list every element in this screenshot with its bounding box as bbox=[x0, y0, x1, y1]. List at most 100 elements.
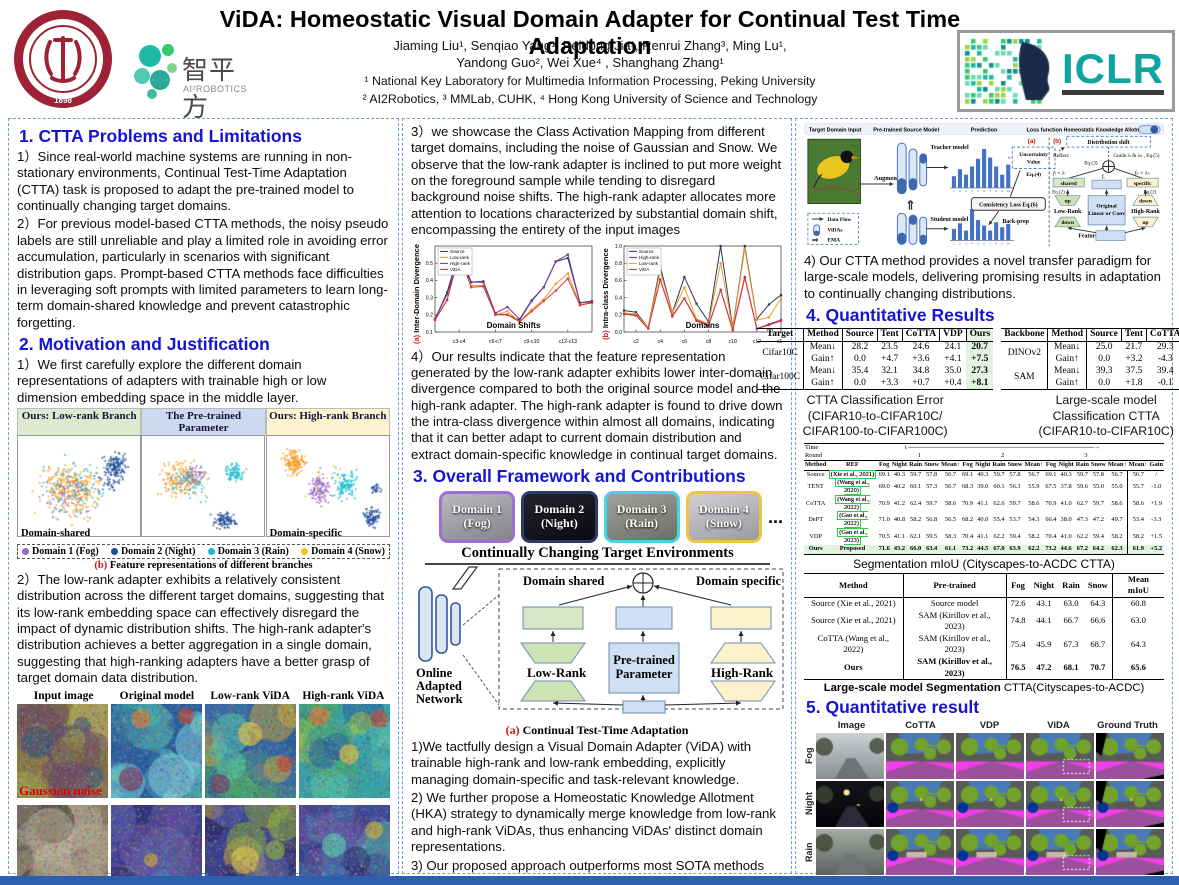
col-header: VDP bbox=[939, 328, 967, 342]
table2-caption-line: Large-scale model bbox=[1055, 393, 1157, 408]
seg-cell bbox=[956, 829, 1024, 876]
table2-caption-line: (CIFAR10-to-CIFAR10C) bbox=[1038, 424, 1174, 439]
col2-p4: 4）Our results indicate that the feature … bbox=[411, 348, 783, 462]
svg-text:Features: Features bbox=[1078, 234, 1100, 240]
legend-label: Domain 3 (Rain) bbox=[217, 546, 289, 558]
svg-text:Linear or Conv: Linear or Conv bbox=[1088, 211, 1125, 217]
seg-cell bbox=[956, 733, 1024, 780]
domain-boxes-row: Domain 1 (Fog) Domain 2 (Night) Domain 3 (Rai… bbox=[439, 491, 783, 544]
svg-text:down: down bbox=[1061, 220, 1074, 226]
ls-table-caption: Large-scale model Segmentation CTTA(City… bbox=[804, 682, 1164, 694]
col-header: Tent bbox=[1120, 328, 1147, 342]
scatter-panel-high: Domain-specific bbox=[265, 435, 390, 542]
value-cell: 0.0 bbox=[1086, 377, 1122, 390]
svg-text:Data Flow: Data Flow bbox=[827, 217, 851, 223]
cam-image-cell bbox=[299, 703, 390, 803]
ls-cell: 45.9 bbox=[1036, 638, 1052, 649]
svg-text:4: 4 bbox=[971, 189, 973, 193]
ls-header-row: Method Pre-trained Fog Night Rain Snow Mean mI… bbox=[804, 573, 1164, 598]
svg-text:1: 1 bbox=[953, 241, 955, 245]
ls-cell: 70.7 bbox=[1090, 661, 1106, 672]
svg-text:Target Domain Input: Target Domain Input bbox=[809, 127, 862, 133]
svg-text:Prediction: Prediction bbox=[971, 127, 998, 133]
value-cell: Mean↓ bbox=[1047, 341, 1087, 354]
group-cell: Cifar100C bbox=[759, 371, 801, 382]
svg-text:10: 10 bbox=[1007, 241, 1011, 245]
large-scale-seg-table: Method Pre-trained Fog Night Rain Snow Mean mI… bbox=[804, 573, 1164, 680]
ls-cell: 47.2 bbox=[1036, 661, 1052, 672]
cam-image-cell bbox=[17, 804, 108, 885]
authors-line-1: Jiaming Liu¹, Senqiao Yang¹, Peidong Jia… bbox=[393, 38, 787, 53]
section3-heading: 3. Overall Framework and Contributions bbox=[413, 466, 746, 487]
column-3: Target Domain Input Pre-trained Source M… bbox=[756, 118, 1179, 885]
legend-item-domain4: Domain 4 (Snow) bbox=[301, 546, 385, 557]
cam-header: Low-rank ViDA bbox=[210, 689, 290, 702]
cam-header: Input image bbox=[33, 689, 94, 702]
ls-row: Ours SAM (Kirillov et al., 2023) 76.5 47.2 6… bbox=[804, 655, 1164, 680]
teacher-prediction-chart: 1 2 3 4 5 6 7 8 9 10 bbox=[949, 149, 1015, 193]
domain-box-3: Domain 3 (Rain) bbox=[603, 491, 680, 544]
section2-p1: 1）We first carefully explore the differe… bbox=[17, 356, 327, 405]
seg-cell bbox=[1026, 733, 1094, 780]
svg-text:0.4: 0.4 bbox=[426, 278, 433, 284]
cam-image bbox=[17, 703, 108, 798]
value-cell: 20.7 bbox=[966, 341, 994, 354]
table1-caption: CTTA Classification Error (CIFAR10-to-CIF… bbox=[757, 393, 993, 439]
ls-cell: Source (Xie et al., 2021) bbox=[811, 615, 896, 626]
value-cell: -4.3 bbox=[1157, 353, 1173, 364]
ls-cell: 44.1 bbox=[1036, 615, 1052, 626]
seg-data-row: CoTTA (Wang et al., 2022) 70.9 41.2 62.4 59.7… bbox=[805, 494, 1163, 513]
framework-caption: (a) Continual Test-Time Adaptation bbox=[411, 723, 783, 738]
seg-data-row: Source (Xie et al., 2021) 69.1 40.3 59.7 57.8… bbox=[806, 469, 1158, 479]
classification-table: Target Method Source Tent CoTTA VDP Ours Cifar1… bbox=[756, 328, 994, 390]
ls-cell: 68.7 bbox=[1090, 638, 1106, 649]
legend-item-domain3: Domain 3 (Rain) bbox=[207, 546, 289, 558]
cam-image bbox=[17, 804, 108, 885]
value-cell: Gain↑ bbox=[803, 353, 843, 366]
table-header-row: Target Method Source Tent CoTTA VDP Ours bbox=[756, 328, 994, 342]
value-cell: Gain↑ bbox=[1047, 377, 1087, 390]
legend-item-domain1: Domain 1 (Fog) bbox=[22, 546, 99, 557]
ls-cell: SAM (Kirillov et al., 2023) bbox=[902, 609, 1007, 633]
col-header: CoTTA bbox=[901, 328, 940, 342]
svg-text:fₕ × λₕ: fₕ × λₕ bbox=[1135, 169, 1150, 176]
svg-text:0.6: 0.6 bbox=[615, 278, 622, 284]
ls-col-header: Rain bbox=[1062, 579, 1080, 590]
ai2robotics-logo: 智平方 AI²ROBOTICS bbox=[130, 38, 250, 122]
svg-text:c6-c7: c6-c7 bbox=[489, 339, 502, 345]
value-cell: Gain↑ bbox=[803, 377, 843, 390]
svg-text:Eq.(3): Eq.(3) bbox=[1084, 160, 1098, 167]
col-header: Ours bbox=[965, 328, 994, 342]
header: P E K I N G U N I V E R S I T Y 1898 智平方… bbox=[0, 0, 1179, 122]
svg-text:0.4: 0.4 bbox=[615, 295, 622, 301]
svg-text:Back-prop: Back-prop bbox=[1002, 219, 1028, 225]
seg-cell bbox=[1096, 781, 1164, 828]
caption-a-text: Continual Test-Time Adaptation bbox=[519, 723, 689, 738]
ls-col-header: Pre-trained bbox=[902, 573, 1007, 598]
domain-name: Domain 4 bbox=[699, 502, 749, 517]
contribution-1: 1)We tactfully design a Visual Domain Ad… bbox=[411, 739, 752, 787]
svg-text:4: 4 bbox=[971, 241, 973, 245]
legend-dot-icon bbox=[301, 548, 309, 556]
cam-image-cell bbox=[299, 804, 390, 885]
svg-text:shared: shared bbox=[1061, 181, 1078, 187]
ls-cell: CoTTA (Wang et al., 2022) bbox=[817, 632, 890, 655]
value-cell: +7.5 bbox=[966, 353, 994, 366]
col2-p3: 3）we showcase the Class Activation Mappi… bbox=[411, 124, 782, 238]
domain-specific-label: Domain-specific bbox=[269, 528, 342, 540]
group-cell: DINOv2 bbox=[1007, 347, 1041, 358]
legend-label: Domain 4 (Snow) bbox=[311, 546, 385, 558]
caption-b-prefix: (b) bbox=[94, 560, 108, 572]
cam-image bbox=[111, 804, 202, 885]
seg-cell bbox=[886, 781, 954, 828]
value-cell: -0.1 bbox=[1157, 377, 1173, 388]
classification-tables: Target Method Source Tent CoTTA VDP Ours Cifar1… bbox=[756, 328, 1179, 439]
svg-text:Distribution shift: Distribution shift bbox=[1087, 140, 1129, 146]
grid-row-label: Fog bbox=[804, 747, 814, 765]
svg-text:Parameter: Parameter bbox=[616, 667, 673, 681]
svg-text:specific: specific bbox=[1134, 181, 1152, 187]
seg-time-row: Time t ──────────────────────────────────… bbox=[805, 443, 1101, 451]
table-row: Gain↑0.0+1.8-0.1+5.2 bbox=[1001, 377, 1179, 390]
value-cell: 23.5 bbox=[881, 341, 898, 352]
svg-text:Source: Source bbox=[450, 249, 465, 254]
